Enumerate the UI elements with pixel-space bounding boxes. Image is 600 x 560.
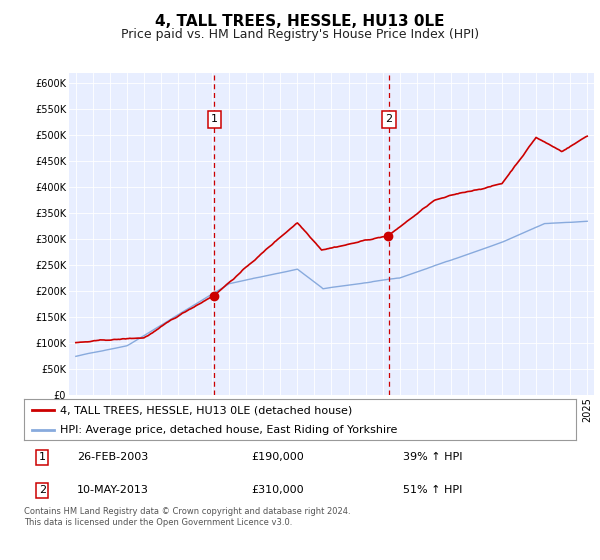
Text: Contains HM Land Registry data © Crown copyright and database right 2024.
This d: Contains HM Land Registry data © Crown c… bbox=[24, 507, 350, 527]
Text: 1: 1 bbox=[39, 452, 46, 463]
Text: Price paid vs. HM Land Registry's House Price Index (HPI): Price paid vs. HM Land Registry's House … bbox=[121, 28, 479, 41]
Text: 10-MAY-2013: 10-MAY-2013 bbox=[76, 485, 148, 495]
Text: 2: 2 bbox=[38, 485, 46, 495]
Text: 26-FEB-2003: 26-FEB-2003 bbox=[77, 452, 148, 463]
Text: 39% ↑ HPI: 39% ↑ HPI bbox=[403, 452, 462, 463]
Text: £190,000: £190,000 bbox=[251, 452, 304, 463]
Text: HPI: Average price, detached house, East Riding of Yorkshire: HPI: Average price, detached house, East… bbox=[60, 424, 397, 435]
Text: 1: 1 bbox=[211, 114, 218, 124]
Text: £310,000: £310,000 bbox=[251, 485, 304, 495]
Text: 4, TALL TREES, HESSLE, HU13 0LE (detached house): 4, TALL TREES, HESSLE, HU13 0LE (detache… bbox=[60, 405, 352, 415]
Text: 51% ↑ HPI: 51% ↑ HPI bbox=[403, 485, 462, 495]
Text: 4, TALL TREES, HESSLE, HU13 0LE: 4, TALL TREES, HESSLE, HU13 0LE bbox=[155, 14, 445, 29]
Text: 2: 2 bbox=[385, 114, 392, 124]
